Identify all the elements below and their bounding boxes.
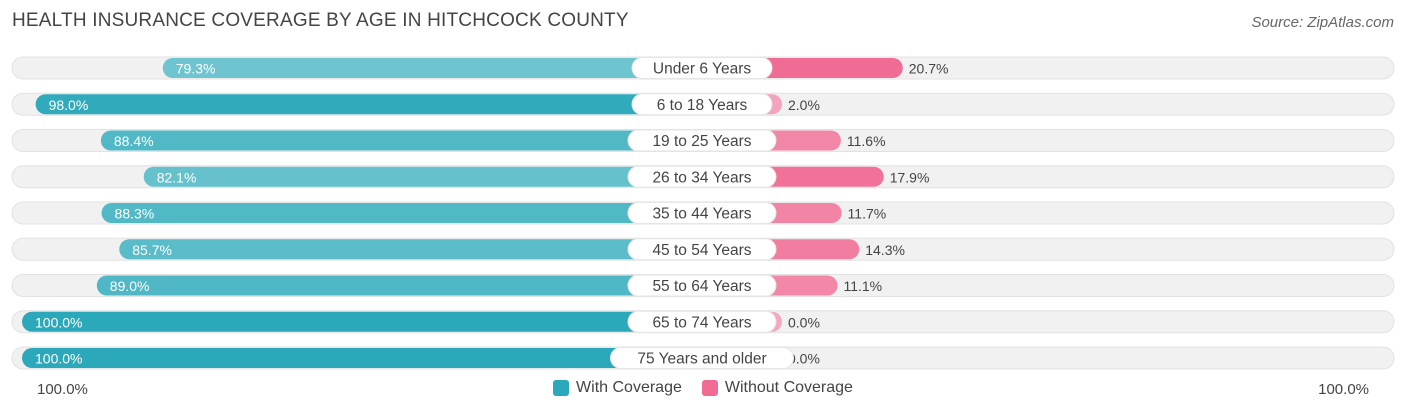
legend-item-without-coverage[interactable]: Without Coverage [701,379,853,397]
bar-with-coverage [96,275,703,296]
axis-right-label: 100.0% [1318,381,1369,398]
category-label: 19 to 25 Years [652,133,751,150]
chart-title: HEALTH INSURANCE COVERAGE BY AGE IN HITC… [12,10,629,31]
category-label: Under 6 Years [653,61,751,78]
category-pill [610,347,794,369]
bar-chart: 79.3% 20.7% Under 6 Years 98.0% 2.0% 6 to 18 … [11,56,1395,370]
category-label: 65 to 74 Years [652,314,751,331]
category-label: 35 to 44 Years [652,206,751,223]
value-label-with-coverage: 98.0% [49,97,89,113]
category-pill [627,310,777,333]
category-label: 55 to 64 Years [652,278,751,295]
value-label-with-coverage: 88.4% [114,133,154,149]
category-label: 75 Years and older [637,351,766,368]
value-label-with-coverage: 100.0% [35,314,82,330]
legend-swatch-without-coverage [701,380,718,396]
category-pill [627,202,777,224]
value-label-without-coverage: 2.0% [788,97,820,113]
value-label-with-coverage: 88.3% [115,206,155,222]
legend-label-with-coverage: With Coverage [576,379,682,396]
value-label-without-coverage: 0.0% [788,351,820,367]
value-label-with-coverage: 79.3% [176,61,216,77]
category-label: 26 to 34 Years [652,169,751,186]
legend-swatch-with-coverage [553,380,570,396]
category-label: 6 to 18 Years [657,97,748,114]
bar-with-coverage [100,130,702,151]
bar-with-coverage [101,203,702,223]
bar-with-coverage [119,239,703,260]
value-label-without-coverage: 11.6% [847,133,886,149]
bar-with-coverage [143,166,703,187]
category-pill [631,57,773,79]
value-label-with-coverage: 89.0% [110,278,150,294]
value-label-with-coverage: 82.1% [157,169,197,185]
legend: With Coverage Without Coverage [0,379,1406,397]
bar-with-coverage [35,94,703,115]
legend-label-without-coverage: Without Coverage [724,379,853,396]
value-label-without-coverage: 11.7% [848,206,887,222]
category-pill [631,93,773,116]
bar-with-coverage [22,311,702,332]
axis-left-label: 100.0% [37,381,88,398]
category-pill [627,238,777,261]
category-pill [627,165,777,188]
bar-with-coverage [22,348,702,368]
value-label-without-coverage: 17.9% [890,169,930,185]
value-label-without-coverage: 0.0% [788,314,820,330]
value-label-without-coverage: 14.3% [865,242,905,258]
value-label-without-coverage: 20.7% [909,61,949,77]
category-label: 45 to 54 Years [652,242,751,259]
value-label-with-coverage: 100.0% [35,351,82,367]
category-pill [627,274,777,297]
bar-with-coverage [162,58,702,78]
value-label-without-coverage: 11.1% [843,278,882,294]
value-label-with-coverage: 85.7% [132,242,172,258]
chart-source: Source: ZipAtlas.com [1251,14,1394,31]
legend-item-with-coverage[interactable]: With Coverage [553,379,682,397]
category-pill [627,129,777,152]
